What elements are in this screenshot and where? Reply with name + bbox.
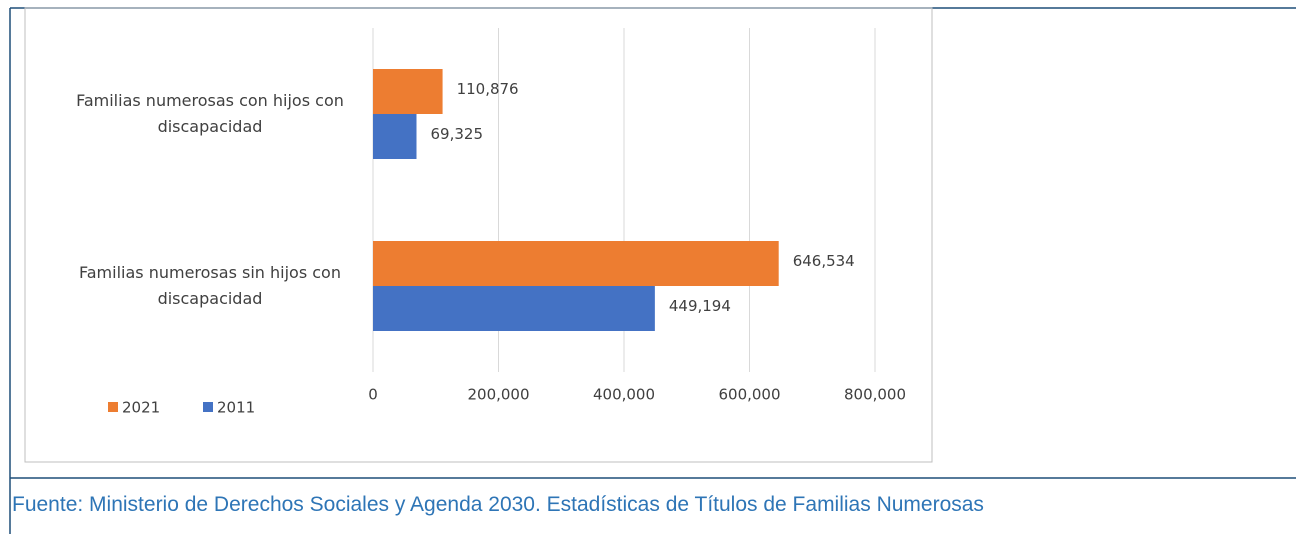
legend-swatch: [108, 402, 118, 412]
legend-label: 2011: [217, 399, 255, 417]
value-label: 449,194: [669, 297, 731, 315]
x-tick-label: 400,000: [593, 386, 655, 404]
x-tick-label: 200,000: [467, 386, 529, 404]
x-tick-label: 0: [368, 386, 378, 404]
category-label: Familias numerosas con hijos con discapa…: [76, 91, 344, 136]
legend-swatch: [203, 402, 213, 412]
chart-border: [24, 7, 933, 463]
bar: [373, 69, 443, 114]
bar: [373, 286, 655, 331]
source-note: Fuente: Ministerio de Derechos Sociales …: [12, 493, 984, 516]
category-label: Familias numerosas sin hijos con discapa…: [79, 263, 341, 308]
x-tick-label: 800,000: [844, 386, 906, 404]
value-label: 69,325: [431, 125, 484, 143]
x-tick-label: 600,000: [718, 386, 780, 404]
bar: [373, 114, 417, 159]
legend-label: 2021: [122, 399, 160, 417]
value-label: 646,534: [793, 252, 855, 270]
value-label: 110,876: [457, 80, 519, 98]
bar: [373, 241, 779, 286]
